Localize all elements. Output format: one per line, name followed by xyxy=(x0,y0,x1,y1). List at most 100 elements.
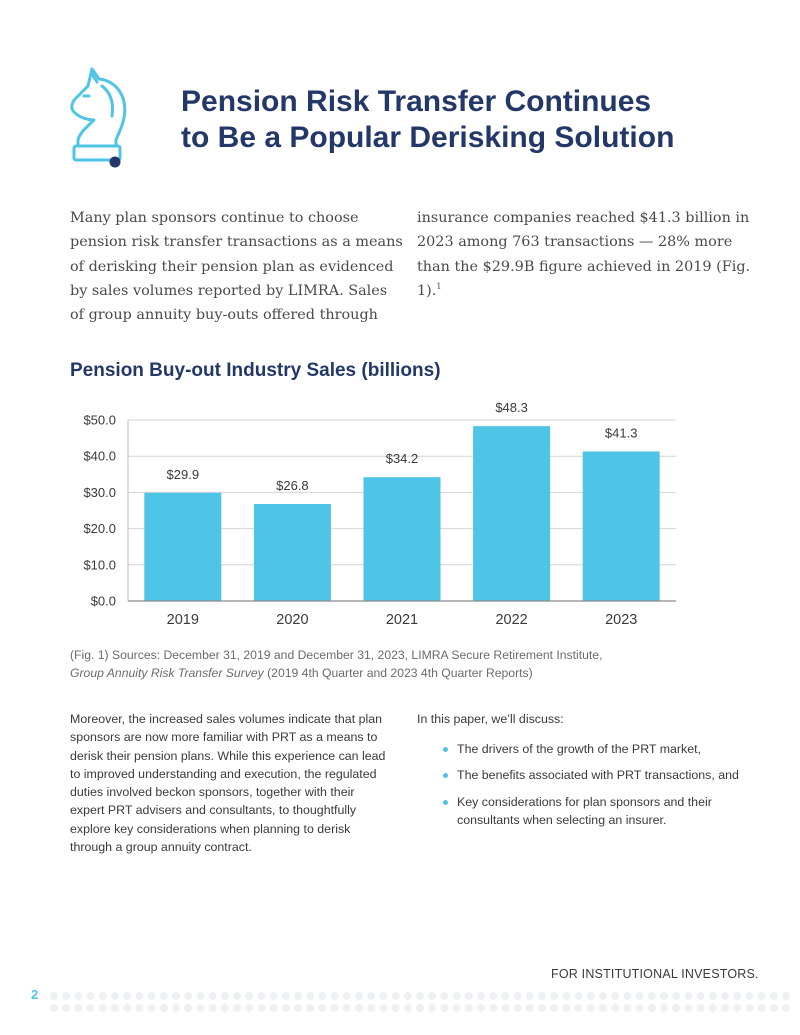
pattern-dot xyxy=(355,1004,363,1012)
pattern-dot xyxy=(464,992,473,1000)
pattern-dot xyxy=(733,1004,742,1012)
bullet-icon xyxy=(443,773,448,779)
pattern-dot xyxy=(464,1004,473,1012)
bar xyxy=(363,477,441,601)
pattern-dot xyxy=(379,992,388,1000)
data-label: $34.2 xyxy=(386,451,419,466)
pattern-dot xyxy=(745,992,754,1000)
x-tick-label: 2022 xyxy=(495,612,527,628)
dotted-footer-pattern xyxy=(50,992,790,1012)
pattern-dot xyxy=(330,1004,339,1012)
pattern-dot xyxy=(782,1004,790,1012)
pattern-dot xyxy=(281,1004,290,1012)
pattern-dot xyxy=(208,1004,217,1012)
pattern-dot xyxy=(306,1004,315,1012)
pattern-dot xyxy=(647,1004,656,1012)
pattern-dot xyxy=(111,1004,119,1012)
pattern-dot xyxy=(721,992,729,1000)
pattern-dot xyxy=(574,992,583,1000)
pattern-dot xyxy=(684,992,693,1000)
pattern-dot xyxy=(660,992,668,1000)
pattern-dot xyxy=(50,1004,58,1012)
data-label: $29.9 xyxy=(167,467,200,482)
pattern-dot xyxy=(672,992,681,1000)
pattern-dot xyxy=(74,992,83,1000)
pattern-dot xyxy=(623,1004,632,1012)
pattern-dot xyxy=(708,1004,717,1012)
intro-paragraph-right: insurance companies reached $41.3 billio… xyxy=(417,206,762,303)
title-line-2: to Be a Popular Derisking Solution xyxy=(181,121,675,154)
discussion-list: The drivers of the growth of the PRT mar… xyxy=(440,740,740,837)
pattern-dot xyxy=(574,1004,583,1012)
footer-note: FOR INSTITUTIONAL INVESTORS. xyxy=(551,967,759,981)
pattern-dot xyxy=(245,1004,254,1012)
pattern-dot xyxy=(245,992,254,1000)
title-line-1: Pension Risk Transfer Continues xyxy=(181,85,652,118)
pattern-dot xyxy=(306,992,315,1000)
pattern-dot xyxy=(525,992,534,1000)
y-tick-label: $10.0 xyxy=(83,557,116,572)
caption-text-2: (2019 4th Quarter and 2023 4th Quarter R… xyxy=(263,666,533,680)
bar xyxy=(582,451,660,601)
bar xyxy=(473,426,551,601)
list-item: The benefits associated with PRT transac… xyxy=(440,766,740,784)
y-tick-label: $0.0 xyxy=(91,594,116,609)
pattern-dot xyxy=(635,1004,644,1012)
intro-paragraph-left: Many plan sponsors continue to choose pe… xyxy=(70,210,403,324)
pattern-dot xyxy=(111,992,119,1000)
pattern-dot xyxy=(416,1004,424,1012)
y-tick-label: $20.0 xyxy=(83,521,116,536)
pattern-dot xyxy=(172,1004,180,1012)
chess-knight-icon xyxy=(70,67,127,168)
pattern-dot xyxy=(233,1004,241,1012)
x-tick-label: 2021 xyxy=(386,612,418,628)
intro-right-text: insurance companies reached $41.3 billio… xyxy=(417,210,751,299)
pattern-dot xyxy=(501,1004,510,1012)
pattern-dot xyxy=(733,992,742,1000)
list-item-text: Key considerations for plan sponsors and… xyxy=(457,794,712,827)
pattern-dot xyxy=(98,1004,107,1012)
pattern-dot xyxy=(123,1004,132,1012)
pattern-dot xyxy=(269,992,278,1000)
pattern-dot xyxy=(452,992,461,1000)
pattern-dot xyxy=(477,992,485,1000)
pattern-dot xyxy=(440,992,449,1000)
pattern-dot xyxy=(586,1004,595,1012)
body-paragraph-left: Moreover, the increased sales volumes in… xyxy=(70,712,386,855)
pattern-dot xyxy=(721,1004,729,1012)
pattern-dot xyxy=(147,1004,156,1012)
pattern-dot xyxy=(647,992,656,1000)
pattern-dot xyxy=(233,992,241,1000)
pattern-dot xyxy=(318,1004,327,1012)
data-label: $41.3 xyxy=(605,425,638,440)
pattern-dot xyxy=(599,992,607,1000)
caption-survey-title: Group Annuity Risk Transfer Survey xyxy=(70,666,264,680)
pattern-dot xyxy=(477,1004,485,1012)
pattern-dot xyxy=(159,1004,168,1012)
y-tick-label: $40.0 xyxy=(83,449,116,464)
pattern-dot xyxy=(538,992,546,1000)
list-item-text: The benefits associated with PRT transac… xyxy=(457,768,739,783)
pattern-dot xyxy=(550,1004,559,1012)
pattern-dot xyxy=(318,992,327,1000)
pattern-dot xyxy=(745,1004,754,1012)
pattern-dot xyxy=(452,1004,461,1012)
y-tick-label: $50.0 xyxy=(83,413,116,428)
figure-caption: (Fig. 1) Sources: December 31, 2019 and … xyxy=(70,646,760,682)
pattern-dot xyxy=(62,992,71,1000)
pattern-dot xyxy=(757,1004,766,1012)
pattern-dot xyxy=(74,1004,83,1012)
pattern-dot xyxy=(562,1004,571,1012)
pattern-dot xyxy=(257,1004,266,1012)
pattern-dot xyxy=(562,992,571,1000)
pattern-dot xyxy=(428,1004,437,1012)
pattern-dot xyxy=(696,1004,705,1012)
data-label: $26.8 xyxy=(276,478,309,493)
pattern-dot xyxy=(294,1004,302,1012)
page-title: Pension Risk Transfer Continues to Be a … xyxy=(181,84,741,156)
pattern-dot xyxy=(330,992,339,1000)
bar xyxy=(253,503,331,601)
chart-title: Pension Buy-out Industry Sales (billions… xyxy=(70,360,441,381)
pattern-dot xyxy=(196,992,205,1000)
pattern-dot xyxy=(86,992,95,1000)
